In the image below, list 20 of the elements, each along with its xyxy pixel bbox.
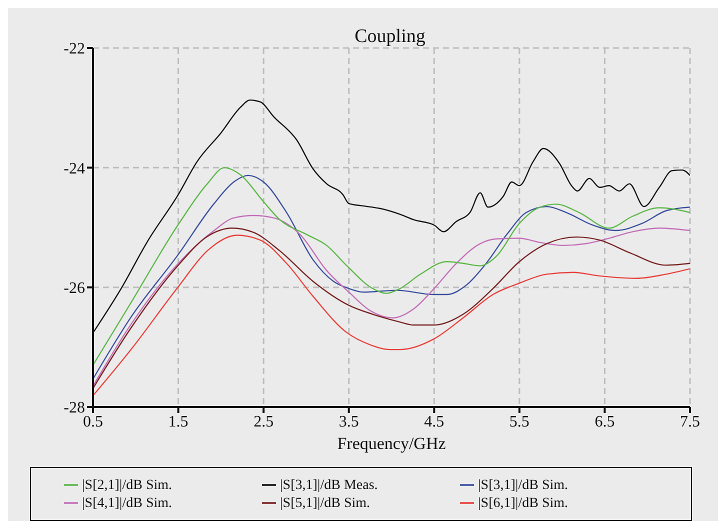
x-tick-label: 3.5 bbox=[338, 413, 359, 430]
chart-title: Coupling bbox=[354, 26, 426, 48]
y-tick-label: -22 bbox=[64, 40, 85, 58]
legend-label: |S[4,1]|/dB Sim. bbox=[82, 496, 174, 512]
x-tick-label: 4.5 bbox=[424, 413, 444, 430]
x-axis-title: Frequency/GHz bbox=[337, 434, 446, 453]
y-tick-label: -24 bbox=[64, 160, 85, 178]
x-tick-label: 7.5 bbox=[680, 413, 700, 430]
legend-label: |S[6,1]|/dB Sim. bbox=[478, 496, 570, 512]
legend-label: |S[2,1]|/dB Sim. bbox=[82, 478, 174, 494]
legend-label: |S[3,1]|/dB Meas. bbox=[280, 478, 379, 494]
x-tick-label: 6.5 bbox=[594, 413, 615, 430]
y-tick-label: -26 bbox=[64, 280, 85, 298]
x-tick-label: 0.5 bbox=[83, 413, 103, 430]
x-tick-label: 1.5 bbox=[168, 413, 188, 430]
legend-label: |S[3,1]|/dB Sim. bbox=[478, 478, 570, 494]
y-tick-label: -28 bbox=[64, 400, 85, 417]
x-tick-label: 5.5 bbox=[509, 413, 530, 430]
legend-label: |S[5,1]|/dB Sim. bbox=[280, 496, 372, 512]
x-tick-label: 2.5 bbox=[254, 413, 274, 430]
